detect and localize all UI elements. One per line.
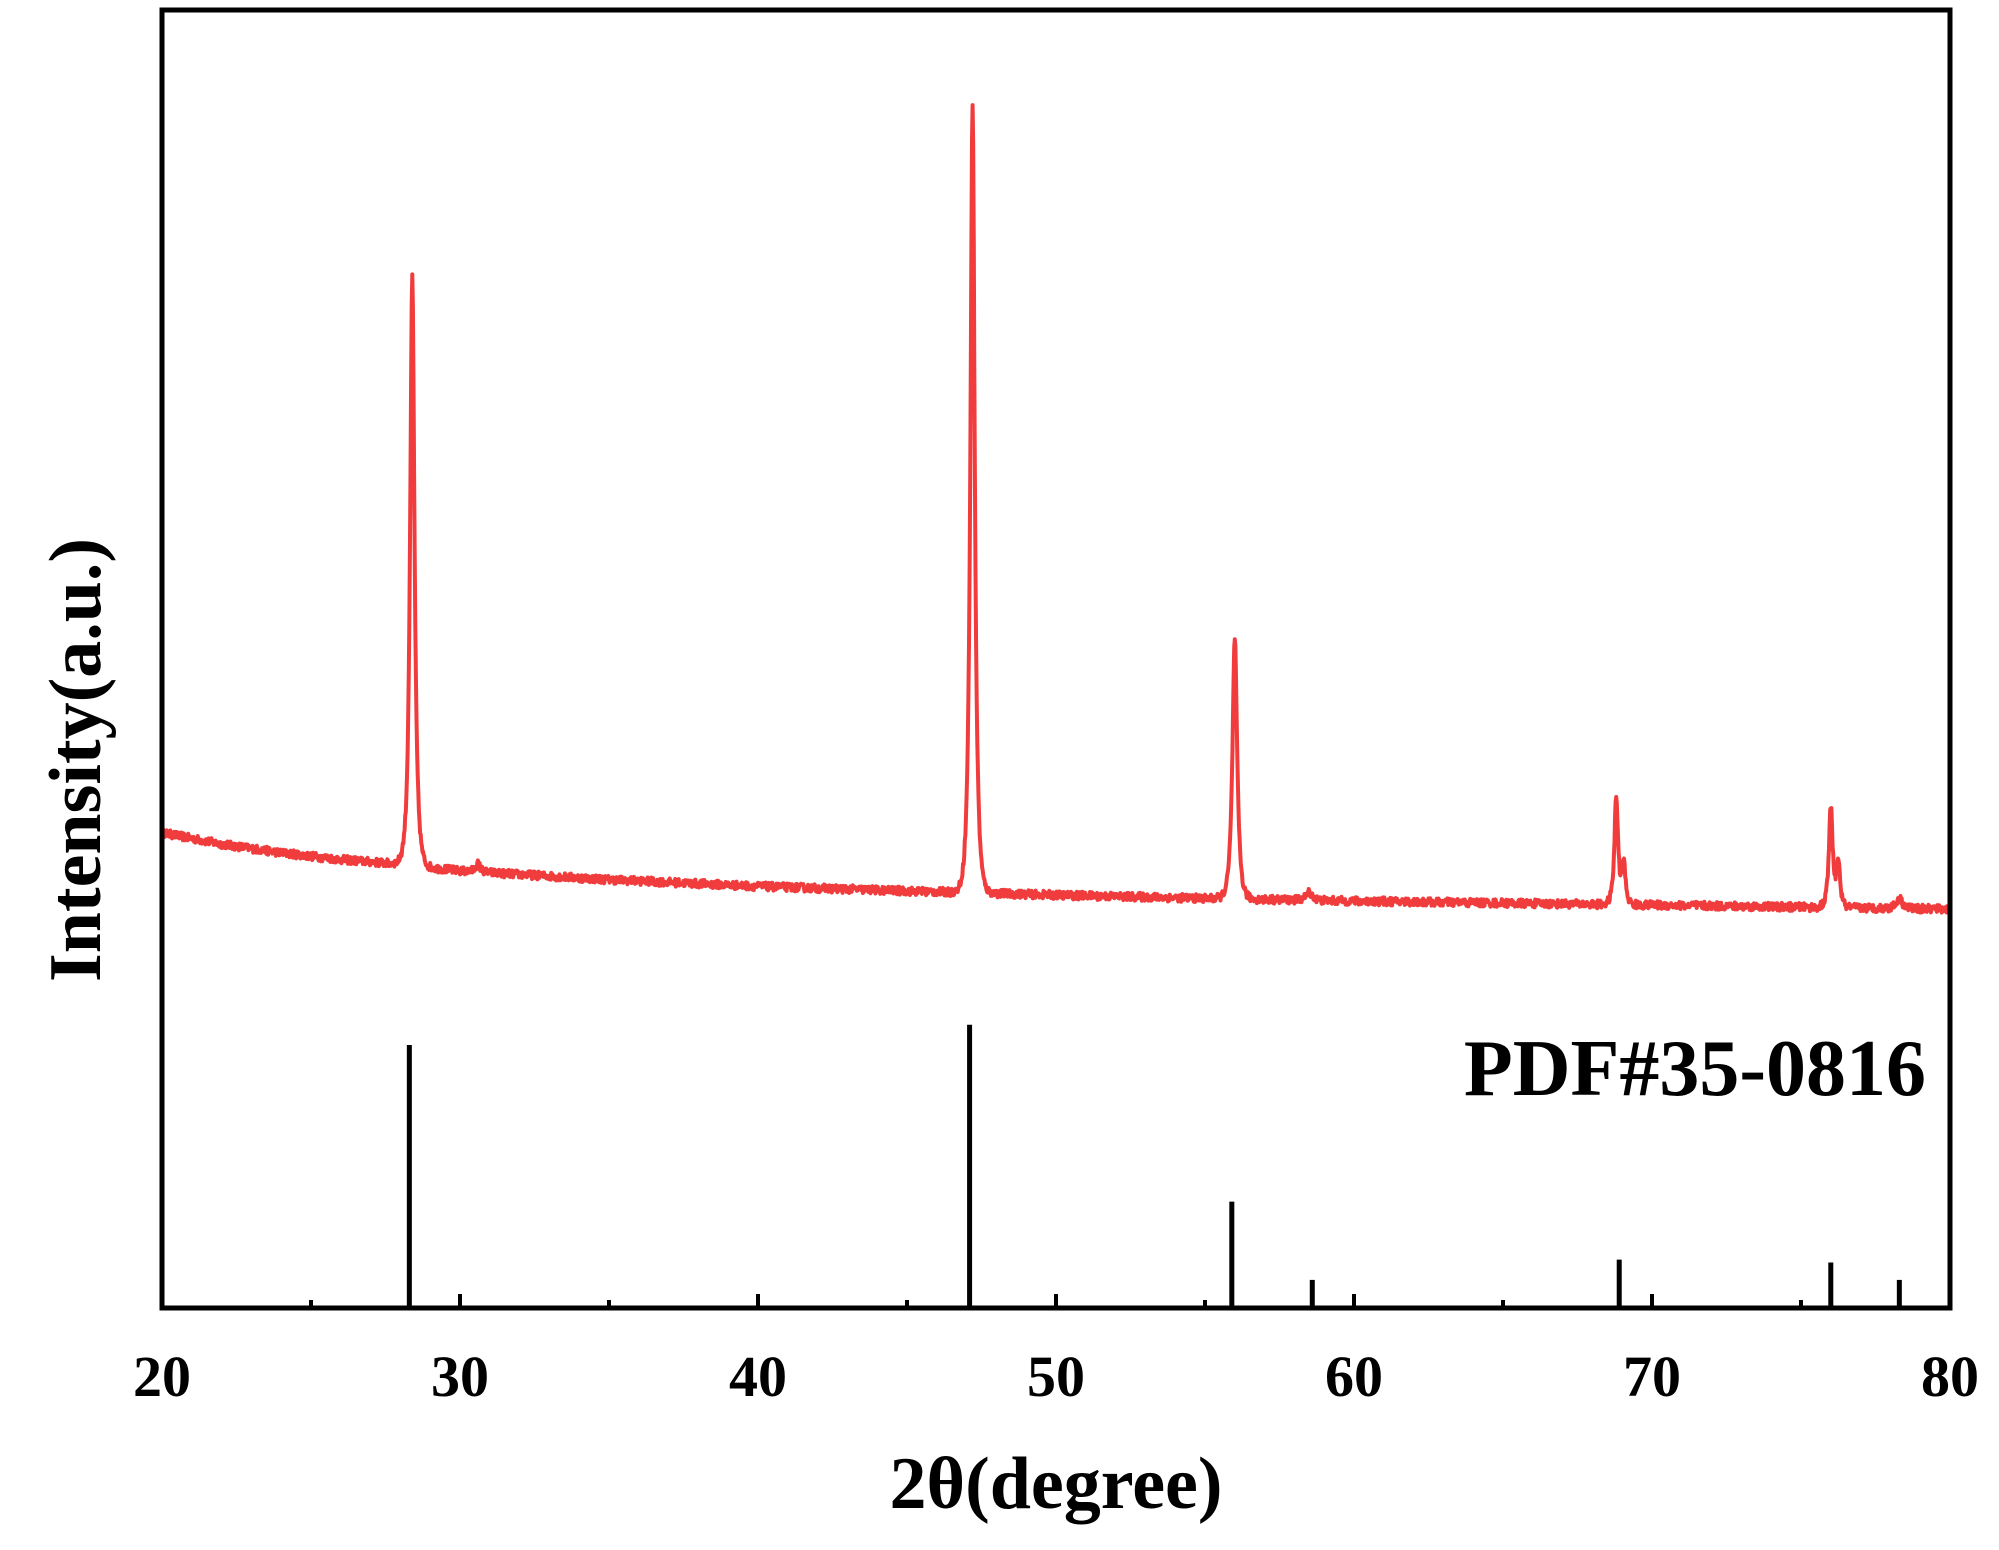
x-tick-label: 70 xyxy=(1623,1344,1681,1409)
x-tick-label: 40 xyxy=(729,1344,787,1409)
x-tick-label: 50 xyxy=(1027,1344,1085,1409)
x-tick-label: 30 xyxy=(431,1344,489,1409)
x-ticks-layer: 20 30 40 50 60 70 80 xyxy=(133,1294,1979,1409)
reference-lines-layer xyxy=(406,1024,1902,1306)
xrd-pattern-line xyxy=(160,103,1952,915)
y-axis-title: Intensity(a.u.) xyxy=(35,538,117,982)
plot-frame xyxy=(159,7,1953,1311)
x-tick-label: 80 xyxy=(1921,1344,1979,1409)
x-axis-title: 2θ(degree) xyxy=(889,1443,1222,1525)
reference-label: PDF#35-0816 xyxy=(1464,1025,1926,1113)
x-tick-label: 20 xyxy=(133,1344,191,1409)
x-tick-label: 60 xyxy=(1325,1344,1383,1409)
xrd-pattern-layer xyxy=(160,103,1952,915)
